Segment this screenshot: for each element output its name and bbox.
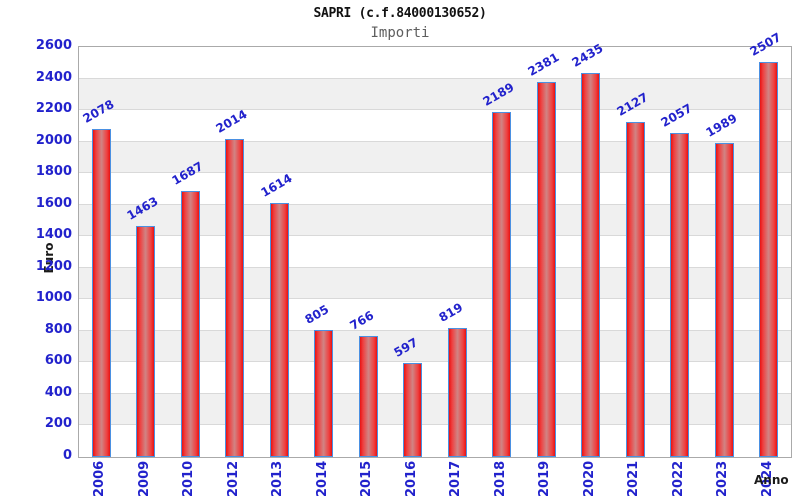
gridline [79,361,791,363]
bar-2023 [714,143,734,457]
bar-2006 [91,129,111,457]
x-tick-label: 2017 [448,460,464,497]
bar-2016 [403,362,423,457]
plot-band [79,78,791,111]
y-tick-label: 1200 [35,258,72,274]
bar-2022 [670,132,690,457]
x-tick-label: 2013 [270,460,286,497]
bar-2010 [180,190,200,457]
gridline [79,172,791,174]
x-tick-label: 2022 [670,460,686,497]
bar-2012 [225,139,245,457]
bar-2020 [581,73,601,457]
chart-subtitle: Importi [370,25,430,41]
x-tick-label: 2016 [403,460,419,497]
gridline [79,109,791,111]
y-tick-label: 1800 [35,164,72,180]
plot-band [79,47,791,79]
y-tick-label: 1400 [35,227,72,243]
bar-2018 [492,111,512,457]
bar-2014 [314,330,334,457]
plot-area: 2078 1463 1687 2014 1614 805 766 597 819 2189 2381… [78,30,792,458]
gridline [79,392,791,394]
gridline [79,77,791,79]
bar-2017 [447,327,467,457]
x-tick-label: 2021 [626,460,642,497]
x-tick-label: 2019 [537,460,553,497]
y-tick-label: 0 [62,448,72,463]
gridline [79,140,791,142]
bar-2009 [136,226,156,457]
gridline [79,298,791,300]
x-tick-label: 2018 [492,460,508,497]
x-tick-label: 2012 [225,460,241,497]
x-tick-label: 2020 [581,460,597,497]
y-tick-label: 2200 [35,101,72,117]
x-tick-label: 2015 [359,460,375,497]
y-tick-label: 2000 [35,132,72,148]
y-tick-label: 2600 [35,38,72,53]
gridline [79,424,791,426]
y-tick-label: 600 [44,353,72,369]
y-tick-label: 800 [44,321,72,337]
x-axis-title: Anno [754,473,789,487]
y-tick-label: 1000 [35,290,72,306]
gridline [79,235,791,237]
x-tick-label: 2023 [715,460,731,497]
gridline [79,203,791,205]
y-tick-label: 200 [44,416,72,432]
x-tick-label: 2009 [136,460,152,497]
x-tick-label: 2006 [92,460,108,497]
bar-2019 [536,81,556,457]
chart-title: SAPRI (c.f.84000130652) [313,6,487,21]
y-tick-label: 1600 [35,195,72,211]
y-tick-label: 400 [44,384,72,400]
x-tick-label: 2010 [181,460,197,497]
x-tick-label: 2014 [314,460,330,497]
gridline [79,266,791,268]
bar-2013 [269,202,289,457]
bar-2024 [759,61,779,457]
y-tick-label: 2400 [35,69,72,85]
bar-2021 [625,121,645,457]
gridline [79,329,791,331]
bar-2015 [358,336,378,457]
